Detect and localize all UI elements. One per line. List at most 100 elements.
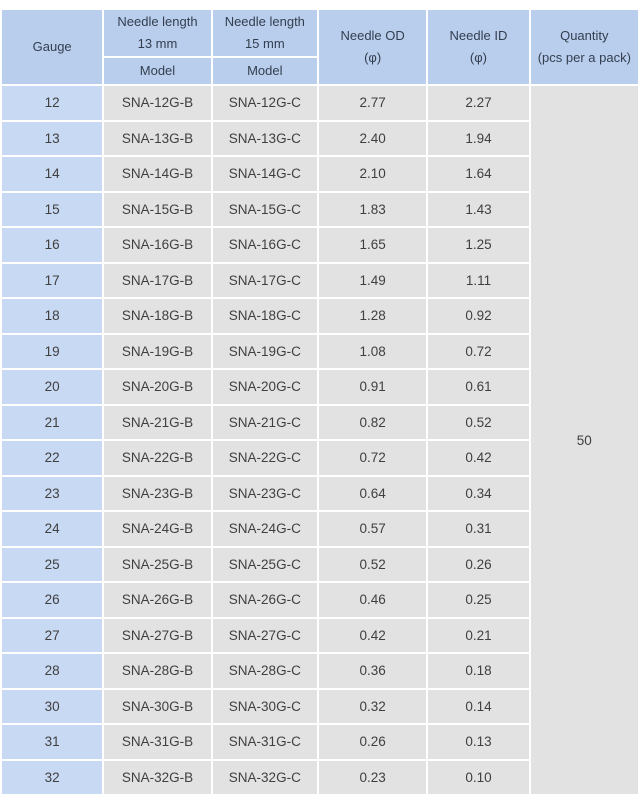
header-model-13mm: Model [104, 58, 211, 84]
table-row: 20 SNA-20G-B SNA-20G-C 0.91 0.61 [2, 370, 638, 404]
model-13mm-cell: SNA-27G-B [104, 618, 211, 652]
gauge-cell: 13 [2, 121, 103, 155]
model-15mm-cell: SNA-25G-C [212, 547, 317, 581]
table-row: 22 SNA-22G-B SNA-22G-C 0.72 0.42 [2, 441, 638, 475]
table-row: 19 SNA-19G-B SNA-19G-C 1.08 0.72 [2, 334, 638, 368]
model-13mm-cell: SNA-30G-B [104, 689, 211, 723]
table-row: 14 SNA-14G-B SNA-14G-C 2.10 1.64 [2, 157, 638, 191]
model-13mm-cell: SNA-18G-B [104, 299, 211, 333]
needle-od-cell: 0.36 [318, 654, 427, 688]
needle-od-cell: 0.72 [318, 441, 427, 475]
model-13mm-cell: SNA-17G-B [104, 263, 211, 297]
needle-id-cell: 1.25 [428, 228, 529, 262]
model-15mm-cell: SNA-23G-C [212, 476, 317, 510]
model-15mm-cell: SNA-14G-C [212, 157, 317, 191]
needle-od-cell: 0.91 [318, 370, 427, 404]
model-15mm-cell: SNA-13G-C [212, 121, 317, 155]
needle-od-cell: 0.32 [318, 689, 427, 723]
header-quantity: Quantity (pcs per a pack) [530, 10, 638, 84]
needle-id-cell: 1.64 [428, 157, 529, 191]
model-13mm-cell: SNA-31G-B [104, 725, 211, 759]
needle-id-cell: 0.10 [428, 760, 529, 794]
gauge-cell: 17 [2, 263, 103, 297]
model-15mm-cell: SNA-19G-C [212, 334, 317, 368]
header-needle-id-line2: (φ) [469, 50, 487, 65]
header-needle-od: Needle OD (φ) [318, 10, 427, 84]
needle-od-cell: 0.42 [318, 618, 427, 652]
header-needle-length-13mm-line2: 13 mm [137, 36, 178, 51]
header-gauge: Gauge [2, 10, 103, 84]
table-row: 28 SNA-28G-B SNA-28G-C 0.36 0.18 [2, 654, 638, 688]
needle-od-cell: 1.65 [318, 228, 427, 262]
needle-od-cell: 0.82 [318, 405, 427, 439]
model-15mm-cell: SNA-17G-C [212, 263, 317, 297]
needle-id-cell: 0.21 [428, 618, 529, 652]
needle-id-cell: 0.14 [428, 689, 529, 723]
header-needle-length-13mm-line1: Needle length [117, 13, 198, 29]
table-row: 18 SNA-18G-B SNA-18G-C 1.28 0.92 [2, 299, 638, 333]
table-row: 26 SNA-26G-B SNA-26G-C 0.46 0.25 [2, 583, 638, 617]
header-quantity-line2: (pcs per a pack) [537, 50, 631, 65]
model-15mm-cell: SNA-15G-C [212, 192, 317, 226]
gauge-cell: 24 [2, 512, 103, 546]
model-15mm-cell: SNA-30G-C [212, 689, 317, 723]
needle-id-cell: 0.61 [428, 370, 529, 404]
model-15mm-cell: SNA-31G-C [212, 725, 317, 759]
gauge-cell: 23 [2, 476, 103, 510]
needle-id-cell: 0.92 [428, 299, 529, 333]
model-15mm-cell: SNA-21G-C [212, 405, 317, 439]
table-row: 30 SNA-30G-B SNA-30G-C 0.32 0.14 [2, 689, 638, 723]
needle-id-cell: 0.26 [428, 547, 529, 581]
model-13mm-cell: SNA-32G-B [104, 760, 211, 794]
gauge-cell: 15 [2, 192, 103, 226]
needle-id-cell: 0.13 [428, 725, 529, 759]
model-13mm-cell: SNA-20G-B [104, 370, 211, 404]
header-needle-length-15mm-line2: 15 mm [244, 36, 285, 51]
header-needle-od-line2: (φ) [364, 50, 382, 65]
gauge-cell: 22 [2, 441, 103, 475]
gauge-cell: 28 [2, 654, 103, 688]
model-13mm-cell: SNA-12G-B [104, 86, 211, 120]
table-row: 12 SNA-12G-B SNA-12G-C 2.77 2.27 50 [2, 86, 638, 794]
gauge-cell: 19 [2, 334, 103, 368]
model-13mm-cell: SNA-13G-B [104, 121, 211, 155]
model-13mm-cell: SNA-23G-B [104, 476, 211, 510]
table-row: 24 SNA-24G-B SNA-24G-C 0.57 0.31 [2, 512, 638, 546]
table-header: Gauge Needle length 13 mm Needle length … [2, 10, 638, 84]
needle-id-cell: 1.94 [428, 121, 529, 155]
needle-od-cell: 1.49 [318, 263, 427, 297]
needle-id-cell: 0.72 [428, 334, 529, 368]
needle-od-cell: 0.46 [318, 583, 427, 617]
needle-od-cell: 0.26 [318, 725, 427, 759]
model-15mm-cell: SNA-20G-C [212, 370, 317, 404]
table-row: 21 SNA-21G-B SNA-21G-C 0.82 0.52 [2, 405, 638, 439]
needle-id-cell: 0.34 [428, 476, 529, 510]
gauge-cell: 20 [2, 370, 103, 404]
needle-od-cell: 0.23 [318, 760, 427, 794]
needle-od-cell: 2.40 [318, 121, 427, 155]
gauge-cell: 31 [2, 725, 103, 759]
gauge-cell: 32 [2, 760, 103, 794]
gauge-cell: 27 [2, 618, 103, 652]
model-15mm-cell: SNA-22G-C [212, 441, 317, 475]
needle-od-cell: 1.28 [318, 299, 427, 333]
header-needle-length-15mm-line1: Needle length [224, 13, 305, 29]
model-15mm-cell: SNA-28G-C [212, 654, 317, 688]
header-needle-length-13mm: Needle length 13 mm [104, 10, 211, 56]
model-13mm-cell: SNA-26G-B [104, 583, 211, 617]
gauge-cell: 12 [2, 86, 103, 120]
model-15mm-cell: SNA-18G-C [212, 299, 317, 333]
table-row: 13 SNA-13G-B SNA-13G-C 2.40 1.94 [2, 121, 638, 155]
model-13mm-cell: SNA-14G-B [104, 157, 211, 191]
model-15mm-cell: SNA-16G-C [212, 228, 317, 262]
gauge-cell: 30 [2, 689, 103, 723]
model-15mm-cell: SNA-26G-C [212, 583, 317, 617]
table-row: 15 SNA-15G-B SNA-15G-C 1.83 1.43 [2, 192, 638, 226]
table-row: 23 SNA-23G-B SNA-23G-C 0.64 0.34 [2, 476, 638, 510]
needle-od-cell: 1.83 [318, 192, 427, 226]
gauge-cell: 18 [2, 299, 103, 333]
needle-od-cell: 0.64 [318, 476, 427, 510]
header-model-15mm: Model [212, 58, 317, 84]
needle-od-cell: 2.77 [318, 86, 427, 120]
table-row: 31 SNA-31G-B SNA-31G-C 0.26 0.13 [2, 725, 638, 759]
